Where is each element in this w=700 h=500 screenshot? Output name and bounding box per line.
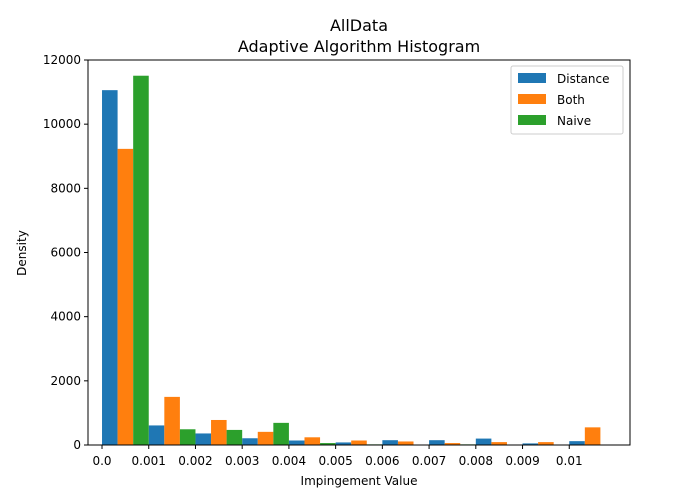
bar-distance-bin-10 (569, 441, 585, 445)
bar-both-bin-10 (584, 427, 601, 445)
legend-swatch-both (518, 94, 546, 104)
y-tick-label: 6000 (50, 246, 81, 260)
bar-distance-bin-2 (195, 433, 212, 445)
chart-title: AllData (330, 16, 388, 35)
x-axis-label: Impingement Value (301, 474, 418, 488)
chart-subtitle: Adaptive Algorithm Histogram (238, 37, 480, 56)
bar-naive-bin-4 (320, 443, 336, 445)
y-axis-ticks: 0 2000 4000 6000 8000 10000 12000 (43, 53, 88, 452)
y-tick-label: 8000 (50, 181, 81, 195)
bar-naive-bin-0 (133, 75, 149, 445)
x-tick-label: 0.01 (556, 454, 583, 468)
x-tick-label: 0.005 (318, 454, 352, 468)
x-tick-label: 0.001 (132, 454, 166, 468)
x-tick-label: 0.002 (178, 454, 212, 468)
x-tick-label: 0.0 (92, 454, 111, 468)
bar-both-bin-3 (257, 431, 274, 445)
bar-distance-bin-3 (242, 438, 258, 445)
legend-label-both: Both (557, 93, 585, 107)
bar-naive-bin-2 (226, 429, 243, 445)
x-tick-label: 0.009 (505, 454, 539, 468)
y-axis-label: Density (15, 230, 29, 276)
bar-both-bin-2 (211, 419, 227, 445)
bar-distance-bin-8 (475, 438, 492, 445)
legend-swatch-distance (518, 73, 546, 83)
bar-distance-bin-7 (429, 440, 445, 445)
x-tick-label: 0.008 (459, 454, 493, 468)
bar-both-bin-9 (538, 442, 554, 445)
legend: Distance Both Naive (510, 65, 624, 135)
bar-distance-bin-6 (382, 440, 398, 445)
bar-both-bin-0 (117, 148, 134, 445)
bar-distance-bin-4 (288, 440, 305, 445)
bar-both-bin-4 (304, 437, 321, 445)
plot-frame (87, 59, 631, 446)
bar-naive-bin-1 (179, 429, 196, 445)
bars-group (102, 75, 601, 446)
x-tick-label: 0.007 (412, 454, 446, 468)
legend-swatch-naive (518, 115, 546, 125)
bar-both-bin-1 (164, 396, 180, 446)
y-tick-label: 4000 (50, 310, 81, 324)
x-axis-ticks: 0.0 0.001 0.002 0.003 0.004 0.005 0.006 0.007 0.… (92, 445, 583, 468)
legend-label-naive: Naive (557, 114, 591, 128)
bar-naive-bin-3 (273, 422, 289, 445)
bar-both-bin-7 (444, 443, 461, 445)
x-tick-label: 0.004 (272, 454, 306, 468)
bar-both-bin-5 (351, 440, 367, 445)
bar-distance-bin-0 (102, 90, 118, 445)
bar-both-bin-8 (491, 442, 507, 445)
bar-distance-bin-5 (335, 442, 352, 445)
legend-label-distance: Distance (557, 72, 609, 86)
y-tick-label: 10000 (43, 117, 81, 131)
bar-both-bin-6 (397, 441, 414, 445)
y-tick-label: 12000 (43, 53, 81, 67)
y-tick-label: 0 (73, 438, 81, 452)
bar-distance-bin-9 (522, 443, 539, 445)
bar-distance-bin-1 (148, 425, 165, 445)
x-tick-label: 0.006 (365, 454, 399, 468)
x-tick-label: 0.003 (225, 454, 259, 468)
y-tick-label: 2000 (50, 374, 81, 388)
